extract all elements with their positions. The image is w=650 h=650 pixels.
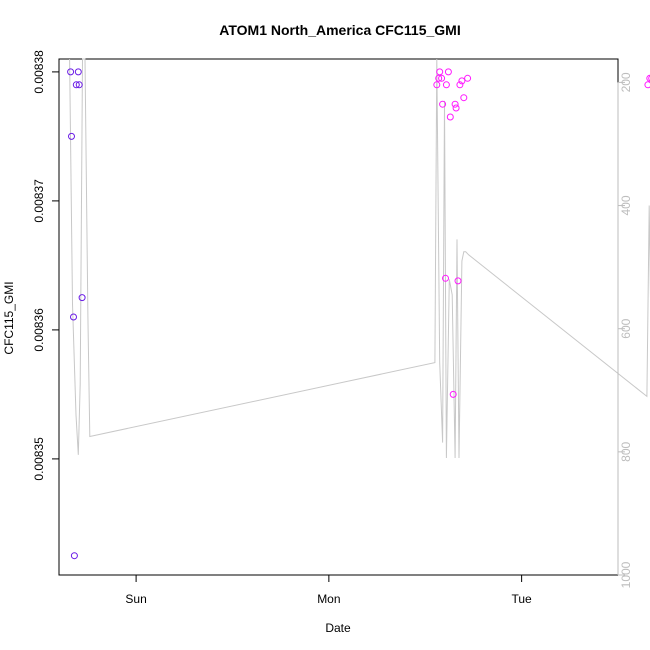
data-point bbox=[436, 68, 444, 76]
data-point bbox=[433, 81, 441, 89]
x-tick-label: Sun bbox=[125, 592, 146, 606]
y-tick-label: 0.00837 bbox=[32, 179, 46, 223]
chart-title: ATOM1 North_America CFC115_GMI bbox=[219, 22, 460, 38]
data-point bbox=[444, 68, 452, 76]
points-layer bbox=[67, 68, 650, 560]
y-tick-label: 0.00836 bbox=[32, 308, 46, 352]
data-point bbox=[70, 552, 78, 560]
data-point bbox=[75, 81, 83, 89]
data-point bbox=[460, 94, 468, 102]
data-point bbox=[452, 104, 460, 112]
data-point bbox=[451, 100, 459, 108]
data-point bbox=[439, 100, 447, 108]
data-point bbox=[70, 313, 77, 321]
y2-tick-label: 400 bbox=[619, 195, 633, 215]
data-point bbox=[456, 81, 464, 89]
data-point bbox=[435, 74, 443, 82]
y-axis-label: CFC115_GMI bbox=[2, 281, 16, 354]
x-tick-label: Tue bbox=[512, 592, 533, 606]
series-line bbox=[69, 58, 650, 459]
y-tick-label: 0.00835 bbox=[32, 437, 46, 481]
x-axis-label: Date bbox=[325, 621, 351, 635]
y2-tick-label: 600 bbox=[619, 318, 633, 338]
data-point bbox=[449, 390, 457, 398]
data-point bbox=[67, 68, 75, 76]
y2-axis: 200 400 600 800 1000 bbox=[617, 72, 633, 588]
data-point bbox=[442, 274, 449, 282]
x-tick-label: Mon bbox=[317, 592, 340, 606]
y2-tick-label: 800 bbox=[619, 441, 633, 461]
data-point bbox=[78, 294, 86, 302]
data-point bbox=[442, 81, 450, 89]
data-point bbox=[644, 81, 650, 89]
data-point bbox=[454, 277, 462, 285]
y-axis: 0.00835 0.00836 0.00837 0.00838 bbox=[32, 50, 60, 481]
data-point bbox=[72, 81, 80, 89]
data-point bbox=[68, 132, 75, 140]
data-point bbox=[458, 77, 466, 85]
data-point bbox=[648, 75, 650, 82]
y2-tick-label: 200 bbox=[619, 72, 633, 92]
data-point bbox=[446, 113, 454, 121]
x-axis: Sun Mon Tue bbox=[125, 574, 533, 606]
y2-tick-label: 1000 bbox=[619, 561, 633, 588]
data-point bbox=[438, 74, 446, 82]
y-tick-label: 0.00838 bbox=[32, 50, 46, 94]
data-point bbox=[464, 74, 472, 82]
data-point bbox=[74, 68, 82, 76]
line-layer bbox=[69, 58, 650, 459]
